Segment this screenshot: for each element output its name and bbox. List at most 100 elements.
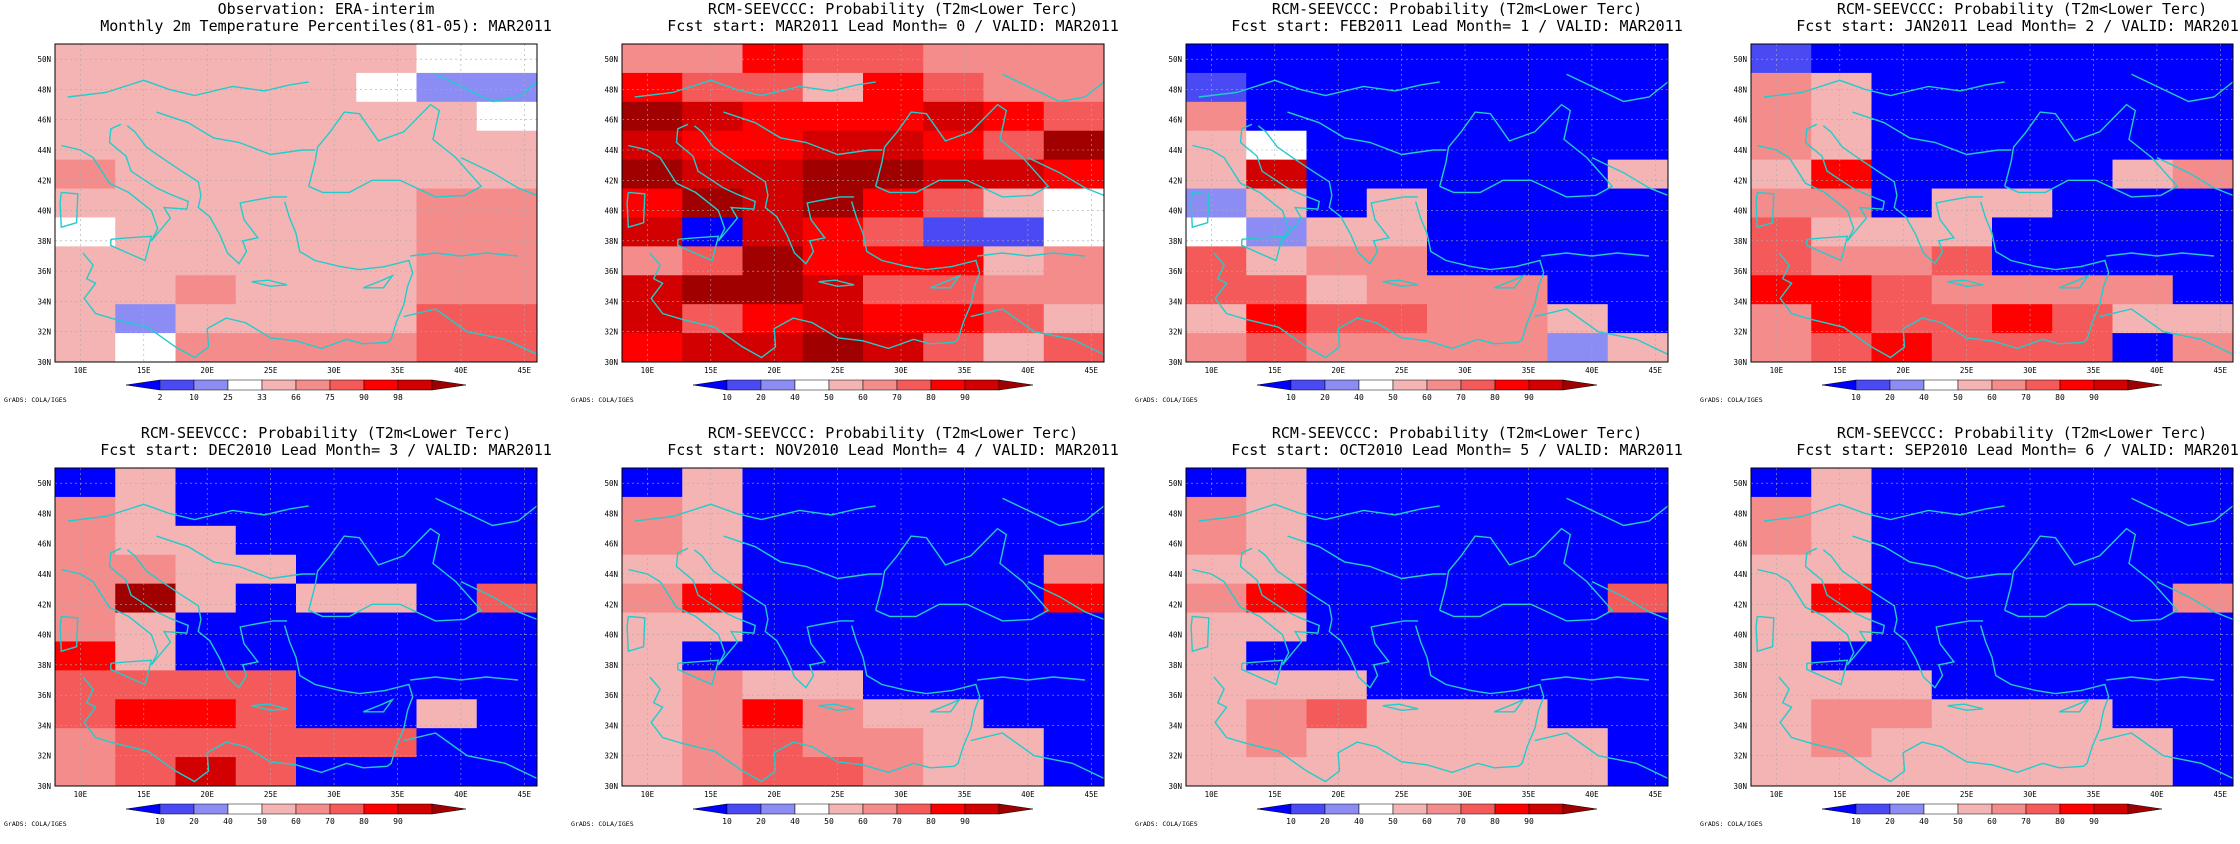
- graticule: [1186, 44, 1668, 363]
- lat-tick-label: 44N: [1733, 146, 1747, 155]
- lat-tick-label: 44N: [604, 146, 618, 155]
- coastline: [61, 547, 189, 666]
- colorbar-label: 90: [1524, 393, 1534, 402]
- grid-cell: [622, 333, 683, 362]
- coastline: [1190, 615, 1210, 653]
- grid-cell: [863, 44, 924, 74]
- grid-cell: [742, 583, 804, 614]
- grid-cell: [416, 525, 478, 556]
- coastline: [1198, 503, 1440, 522]
- lon-tick-label: 20E: [1331, 366, 1345, 375]
- grid-cell: [2052, 275, 2113, 305]
- coastline: [1257, 549, 1419, 689]
- colorbar-label: 50: [257, 817, 267, 826]
- coastline: [251, 279, 288, 288]
- colorbar-segment: [329, 379, 365, 391]
- colorbar-segment: [930, 803, 966, 815]
- grid-cell: [682, 44, 743, 74]
- grid-cell: [802, 757, 864, 786]
- grid-cell: [2052, 554, 2113, 585]
- map-area: 50N 48N 46N 44N 42N 40N 38N 36N 34N 32N 30N 10E 15E 2…: [1168, 467, 1669, 799]
- grid-cell: [1751, 159, 1812, 190]
- colorbar-segment: [998, 803, 1034, 815]
- coastline: [1190, 191, 1210, 229]
- map-panel: RCM-SEEVCCC: Probability (T2m<Lower Terc…: [571, 0, 1119, 404]
- grid-cell: [1751, 496, 1812, 527]
- coastline: [2004, 527, 2179, 622]
- grid-cell: [416, 333, 478, 362]
- colorbar-segment: [862, 379, 898, 391]
- grid-cell: [55, 44, 116, 74]
- grid-cell: [863, 757, 924, 786]
- lat-tick-label: 42N: [1733, 176, 1747, 185]
- colorbar-label: 98: [393, 393, 403, 402]
- grid-cell: [1811, 304, 1872, 334]
- grid-cell: [622, 304, 683, 334]
- grid-cell: [55, 304, 116, 334]
- panel-title: RCM-SEEVCCC: Probability (T2m<Lower Terc…: [708, 424, 1078, 442]
- graticule: [55, 44, 537, 363]
- coastline: [362, 697, 395, 713]
- grid-cell: [1043, 101, 1104, 132]
- lat-tick-label: 34N: [37, 297, 51, 306]
- colorbar-label: 90: [359, 393, 369, 402]
- colorbar-label: 40: [790, 817, 800, 826]
- lat-tick-label: 46N: [1168, 540, 1182, 549]
- grid-cell: [742, 159, 804, 190]
- colorbar-label: 20: [1885, 393, 1895, 402]
- lon-tick-label: 35E: [2087, 790, 2101, 799]
- colorbar-label: 50: [824, 817, 834, 826]
- grid-cell: [55, 757, 116, 786]
- grid-cell: [1487, 468, 1548, 498]
- grid-cell: [1931, 554, 1993, 585]
- grid-cell: [742, 468, 804, 498]
- lat-tick-label: 32N: [604, 328, 618, 337]
- lat-tick-label: 46N: [37, 540, 51, 549]
- grid-cell: [356, 275, 417, 305]
- colorbar-segment: [2059, 379, 2095, 391]
- colorbar-label: 10: [722, 817, 732, 826]
- graticule: [1751, 468, 2233, 787]
- colorbar-label: 20: [756, 393, 766, 402]
- coastline: [1979, 625, 2110, 767]
- grid-cell: [1186, 44, 1247, 74]
- grid-cell: [802, 612, 864, 642]
- grid-cell: [1992, 130, 2053, 161]
- coastline: [410, 676, 519, 681]
- grid-cell: [235, 130, 297, 161]
- lon-tick-label: 15E: [1833, 790, 1847, 799]
- grid-cell: [863, 641, 924, 671]
- graticule: [1186, 468, 1668, 787]
- coastline: [1439, 527, 1614, 622]
- lon-tick-label: 15E: [1268, 366, 1282, 375]
- credit-text: GrADS: COLA/IGES: [4, 820, 67, 828]
- colorbar-label: 40: [1919, 393, 1929, 402]
- grid-cell: [1751, 554, 1812, 585]
- coastline: [403, 308, 537, 356]
- grid-cell: [1547, 583, 1609, 614]
- grid-cell: [682, 496, 743, 527]
- grid-cell: [682, 217, 743, 247]
- coastline: [82, 252, 388, 359]
- grid-cell: [1751, 101, 1812, 132]
- grid-cell: [1607, 728, 1668, 758]
- grid-cell: [115, 275, 176, 305]
- lon-tick-label: 15E: [704, 366, 718, 375]
- colorbar-label: 20: [1320, 817, 1330, 826]
- grid-cell: [1931, 101, 1993, 132]
- grid-cell: [2172, 188, 2233, 218]
- grid-cell: [2172, 130, 2233, 161]
- colorbar-label: 20: [1885, 817, 1895, 826]
- grid-cell: [115, 304, 176, 334]
- lat-tick-label: 44N: [37, 570, 51, 579]
- grid-cell: [863, 304, 924, 334]
- probability-cells: [1186, 468, 1668, 786]
- grid-cell: [175, 757, 237, 786]
- colorbar-segment: [159, 379, 195, 391]
- grid-cell: [1043, 130, 1104, 161]
- grid-cell: [1487, 130, 1548, 161]
- grid-cell: [416, 583, 478, 614]
- colorbar-label: 90: [960, 393, 970, 402]
- grid-cell: [1871, 333, 1933, 362]
- lat-tick-label: 36N: [1733, 691, 1747, 700]
